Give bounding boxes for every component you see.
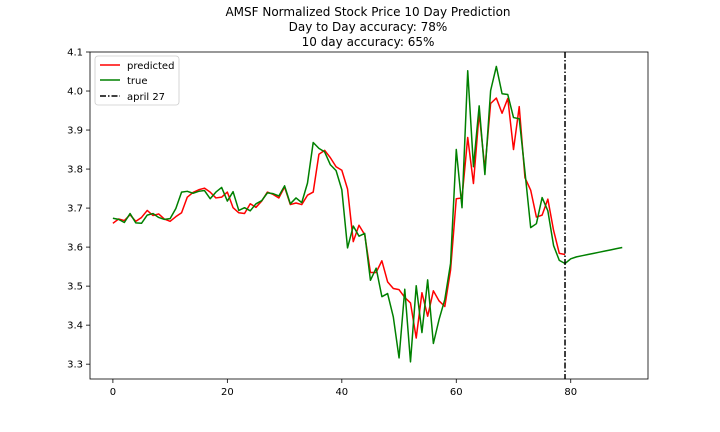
x-tick-label: 0: [110, 387, 116, 398]
series-line-true: [112, 65, 623, 363]
legend: predicted true april 27: [94, 55, 180, 106]
y-tick-label: 3.4: [67, 321, 83, 332]
series-line-predicted: [112, 97, 566, 339]
legend-box: [94, 55, 180, 106]
y-axis: 3.3 3.4 3.5 3.6 3.7 3.8 3.9 4.0 4.1: [67, 48, 90, 371]
x-tick-label: 60: [450, 387, 463, 398]
series-layer: [112, 52, 623, 379]
x-tick-label: 80: [564, 387, 577, 398]
y-tick-label: 4.1: [67, 48, 83, 59]
y-tick-label: 3.9: [67, 126, 83, 137]
title-line-1: AMSF Normalized Stock Price 10 Day Predi…: [225, 5, 510, 19]
x-tick-label: 20: [221, 387, 234, 398]
x-axis: 0 20 40 60 80: [110, 379, 577, 398]
y-tick-label: 4.0: [67, 87, 83, 98]
plot-frame: [89, 51, 649, 380]
title-line-3: 10 day accuracy: 65%: [302, 35, 435, 49]
title-line-2: Day to Day accuracy: 78%: [289, 20, 448, 34]
legend-label-april-27: april 27: [127, 92, 165, 103]
y-tick-label: 3.5: [67, 282, 83, 293]
y-tick-label: 3.8: [67, 165, 83, 176]
y-tick-label: 3.7: [67, 204, 83, 215]
y-tick-label: 3.6: [67, 243, 83, 254]
legend-label-predicted: predicted: [127, 61, 174, 72]
legend-label-true: true: [127, 76, 148, 87]
chart-title: AMSF Normalized Stock Price 10 Day Predi…: [225, 5, 510, 49]
x-tick-label: 40: [335, 387, 348, 398]
y-tick-label: 3.3: [67, 360, 83, 371]
